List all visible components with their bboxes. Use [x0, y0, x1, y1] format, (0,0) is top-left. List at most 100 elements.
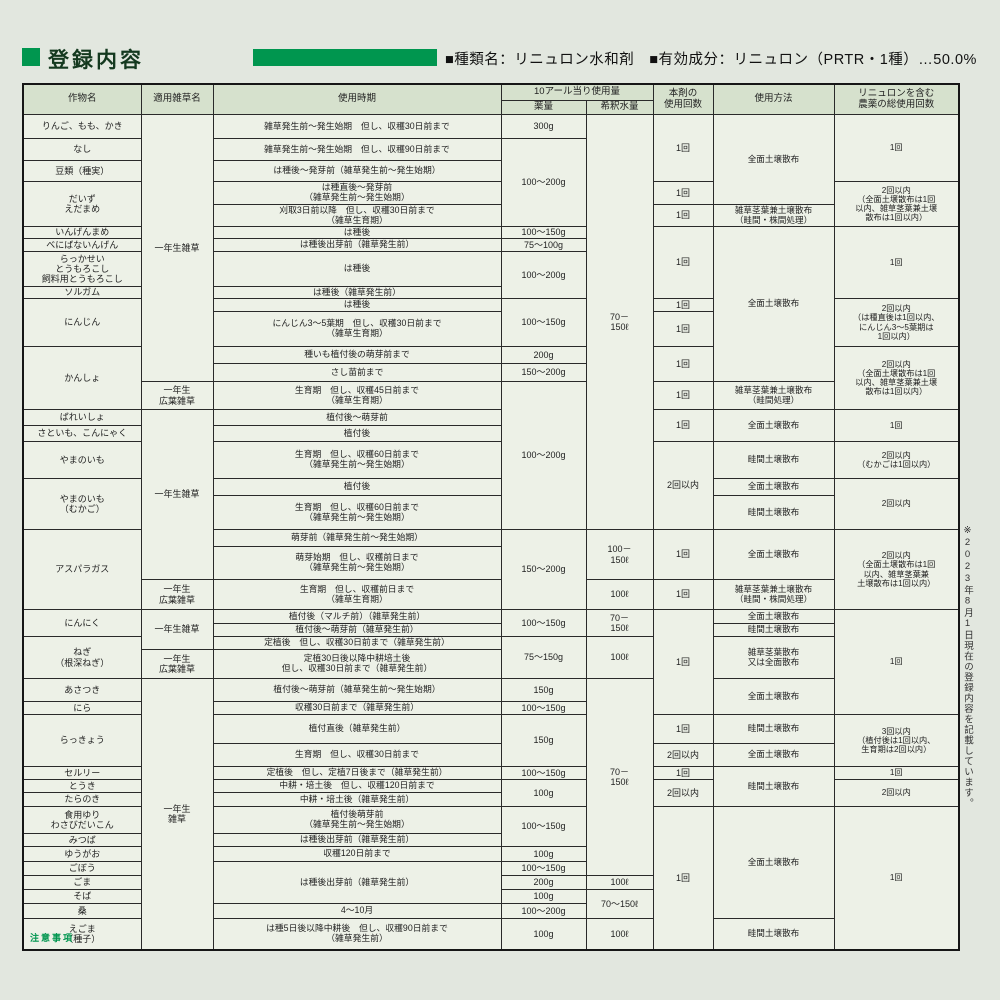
table-cell: 1回	[833, 409, 960, 442]
table-cell: たらのき	[22, 792, 142, 807]
table-cell: 100ℓ	[585, 579, 654, 610]
table-cell: は種後出芽前（雑草発生前）	[212, 861, 502, 904]
table-cell: 雑草発生前～発生始期 但し、収穫90日前まで	[212, 138, 502, 161]
table-cell: 1回	[833, 226, 960, 299]
table-cell: 100～200g	[500, 251, 587, 299]
table-cell: ソルガム	[22, 286, 142, 299]
table-cell: 生育期 但し、収穫60日前まで （雑草発生前～発生始期）	[212, 495, 502, 530]
table-cell: ねぎ （根深ねぎ）	[22, 636, 142, 679]
table-row: みつば は種後出芽前（雑草発生前）	[22, 833, 959, 847]
table-cell: 70～150ℓ	[585, 889, 654, 919]
table-cell: とうき	[22, 779, 142, 793]
table-cell: は種5日後以降中耕後 但し、収穫90日前まで （雑草発生前）	[212, 918, 502, 950]
table-cell: 植付後（マルチ前）（雑草発生前）	[212, 609, 502, 624]
table-cell: 畦間土壌散布	[712, 495, 835, 530]
table-cell: 100ℓ	[585, 636, 654, 679]
header-weed: 適用雑草名	[140, 83, 214, 115]
registration-table: 作物名 適用雑草名 使用時期 10アール当り使用量 本剤の 使用回数 使用方法 リニュロンを…	[22, 83, 960, 951]
table-cell: 1回	[652, 806, 714, 950]
table-cell: えごま （種子）	[22, 918, 142, 950]
table-cell: 1回	[652, 114, 714, 182]
table-cell: 150g	[500, 714, 587, 767]
table-cell: 75～150g	[500, 636, 587, 679]
table-cell: だいず えだまめ	[22, 181, 142, 227]
table-cell: 100－ 150ℓ	[585, 529, 654, 580]
table-cell: 100～150g	[500, 701, 587, 715]
table-row: 一年生 広葉雑草 生育期 但し、収穫45日前まで （雑草生育期） 100～200g 1…	[23, 381, 959, 530]
table-cell: 100ℓ	[585, 875, 654, 890]
header-count: 本剤の 使用回数	[652, 83, 714, 115]
table-row: なし 雑草発生前～発生始期 但し、収穫90日前まで 100～200g	[22, 138, 959, 227]
table-cell: 生育期 但し、収穫30日前まで	[212, 743, 502, 767]
table-row: 食用ゆり わさびだいこん 植付後萌芽前 （雑草発生前～発生始期） 100～150g 1…	[22, 806, 960, 950]
table-cell: 定植30日後以降中耕培土後 但し、収穫30日前まで（雑草発生前）	[212, 649, 502, 679]
table-cell: 収穫120日前まで	[212, 846, 502, 862]
table-cell: 一年生雑草	[140, 609, 214, 650]
table-cell: 1回	[652, 346, 714, 382]
table-row: ねぎ （根深ねぎ） 定植後 但し、収穫30日前まで（雑草発生前） 75～150g 10…	[22, 636, 959, 679]
table-cell: 1回	[652, 181, 714, 205]
table-cell: 1回	[652, 311, 714, 347]
table-cell: 2回以内 （むかごは1回以内）	[833, 441, 960, 479]
table-cell: 雑草茎葉散布 又は全面散布	[712, 636, 835, 679]
table-cell: ごま	[22, 875, 142, 890]
table-cell: 1回	[833, 609, 960, 715]
table-cell: 全面土壌散布	[712, 114, 835, 205]
table-cell: 雑草発生前～発生始期 但し、収穫30日前まで	[212, 114, 502, 139]
table-cell: 2回以内 （は種直後は1回以内、 にんじん3～5葉期は 1回以内）	[833, 298, 960, 347]
table-cell: にんにく	[22, 609, 142, 637]
green-title-bar	[253, 49, 437, 66]
table-cell: やまのいも （むかご）	[22, 478, 142, 530]
table-cell: 150g	[500, 678, 587, 702]
table-cell: 2回以内	[652, 441, 714, 530]
table-cell: 1回	[833, 114, 960, 182]
table-cell: 1回	[652, 298, 714, 312]
header-amount-group: 10アール当り使用量	[500, 83, 654, 101]
table-cell: 刈取3日前以降 但し、収穫30日前まで （雑草生育期）	[212, 204, 502, 227]
active-ingredient-label: ■有効成分：リニュロン（PRTR・1種）…50.0%	[649, 52, 977, 68]
table-cell: 150～200g	[500, 363, 587, 382]
table-row: あさつき 一年生 雑草 植付後～萌芽前（雑草発生前～発生始期） 150g 70－ 150…	[22, 678, 959, 950]
table-row: えごま （種子） は種5日後以降中耕後 但し、収穫90日前まで （雑草発生前） 10…	[22, 918, 959, 950]
table-cell: 1回	[652, 529, 714, 580]
table-row: ごま 200g 100ℓ	[22, 875, 959, 890]
table-row: セルリー 定植後 但し、定植7日後まで（雑草発生前） 100～150g 1回 畦間土壌散…	[22, 766, 960, 807]
table-row: らっきょう 植付直後（雑草発生前） 150g 1回 畦間土壌散布 3回以内 （植付後は1回…	[22, 714, 960, 767]
table-cell: 1回	[652, 579, 714, 610]
table-cell: あさつき	[22, 678, 142, 702]
table-cell: 全面土壌散布	[712, 409, 835, 442]
table-cell: 100～200g	[500, 381, 587, 530]
table-cell: 100～150g	[500, 298, 587, 347]
table-cell: 畦間土壌散布	[712, 918, 835, 950]
table-row: にんじん は種後 100～150g 1回 2回以内 （は種直後は1回以内、 にんじん3～…	[22, 298, 960, 347]
table-cell: 1回	[833, 806, 960, 950]
header-water: 希釈水量	[585, 100, 654, 115]
table-cell: 100ℓ	[585, 918, 654, 950]
table-cell: そば	[22, 889, 142, 904]
table-cell: 一年生 広葉雑草	[140, 579, 214, 610]
table-cell: 100～200g	[500, 903, 587, 919]
footer-note: 注意事項	[30, 933, 75, 943]
table-cell: 75～100g	[500, 238, 587, 252]
table-cell: 植付後～萌芽前（雑草発生前）	[212, 623, 502, 637]
table-row: 桑 4～10月 100～200g	[22, 903, 959, 919]
page-header: 登録内容 ■種類名：リニュロン水和剤 ■有効成分：リニュロン（PRTR・1種）……	[22, 46, 978, 72]
table-cell: 2回以内 （全面土壌散布は1回 以内、雑草茎葉兼土壌 散布は1回以内）	[833, 346, 960, 410]
header-time: 使用時期	[212, 83, 502, 115]
table-cell: 2回以内 （全面土壌散布は1回 以内、雑草茎葉兼土壌 散布は1回以内）	[833, 181, 960, 227]
table-cell: 植付後～萌芽前	[212, 409, 502, 426]
table-cell: 植付後萌芽前 （雑草発生前～発生始期）	[212, 806, 502, 834]
table-row: さといも、こんにゃく 植付後	[22, 425, 959, 442]
table-cell: にんじん3～5葉期 但し、収穫30日前まで （雑草生育期）	[212, 311, 502, 347]
table-cell: 2回以内	[833, 478, 960, 530]
table-cell: 1回	[652, 766, 714, 780]
table-cell: 1回	[652, 381, 714, 410]
product-info: ■種類名：リニュロン水和剤 ■有効成分：リニュロン（PRTR・1種）…50.0%	[445, 48, 977, 69]
table-cell: 2回以内	[652, 743, 714, 767]
table-cell: にら	[22, 701, 142, 715]
table-cell: 生育期 但し、収穫45日前まで （雑草生育期）	[212, 381, 502, 410]
table-row: ソルガム は種後（雑草発生前）	[22, 286, 959, 299]
table-cell: 全面土壌散布	[712, 226, 835, 382]
table-cell: 100g	[500, 846, 587, 862]
